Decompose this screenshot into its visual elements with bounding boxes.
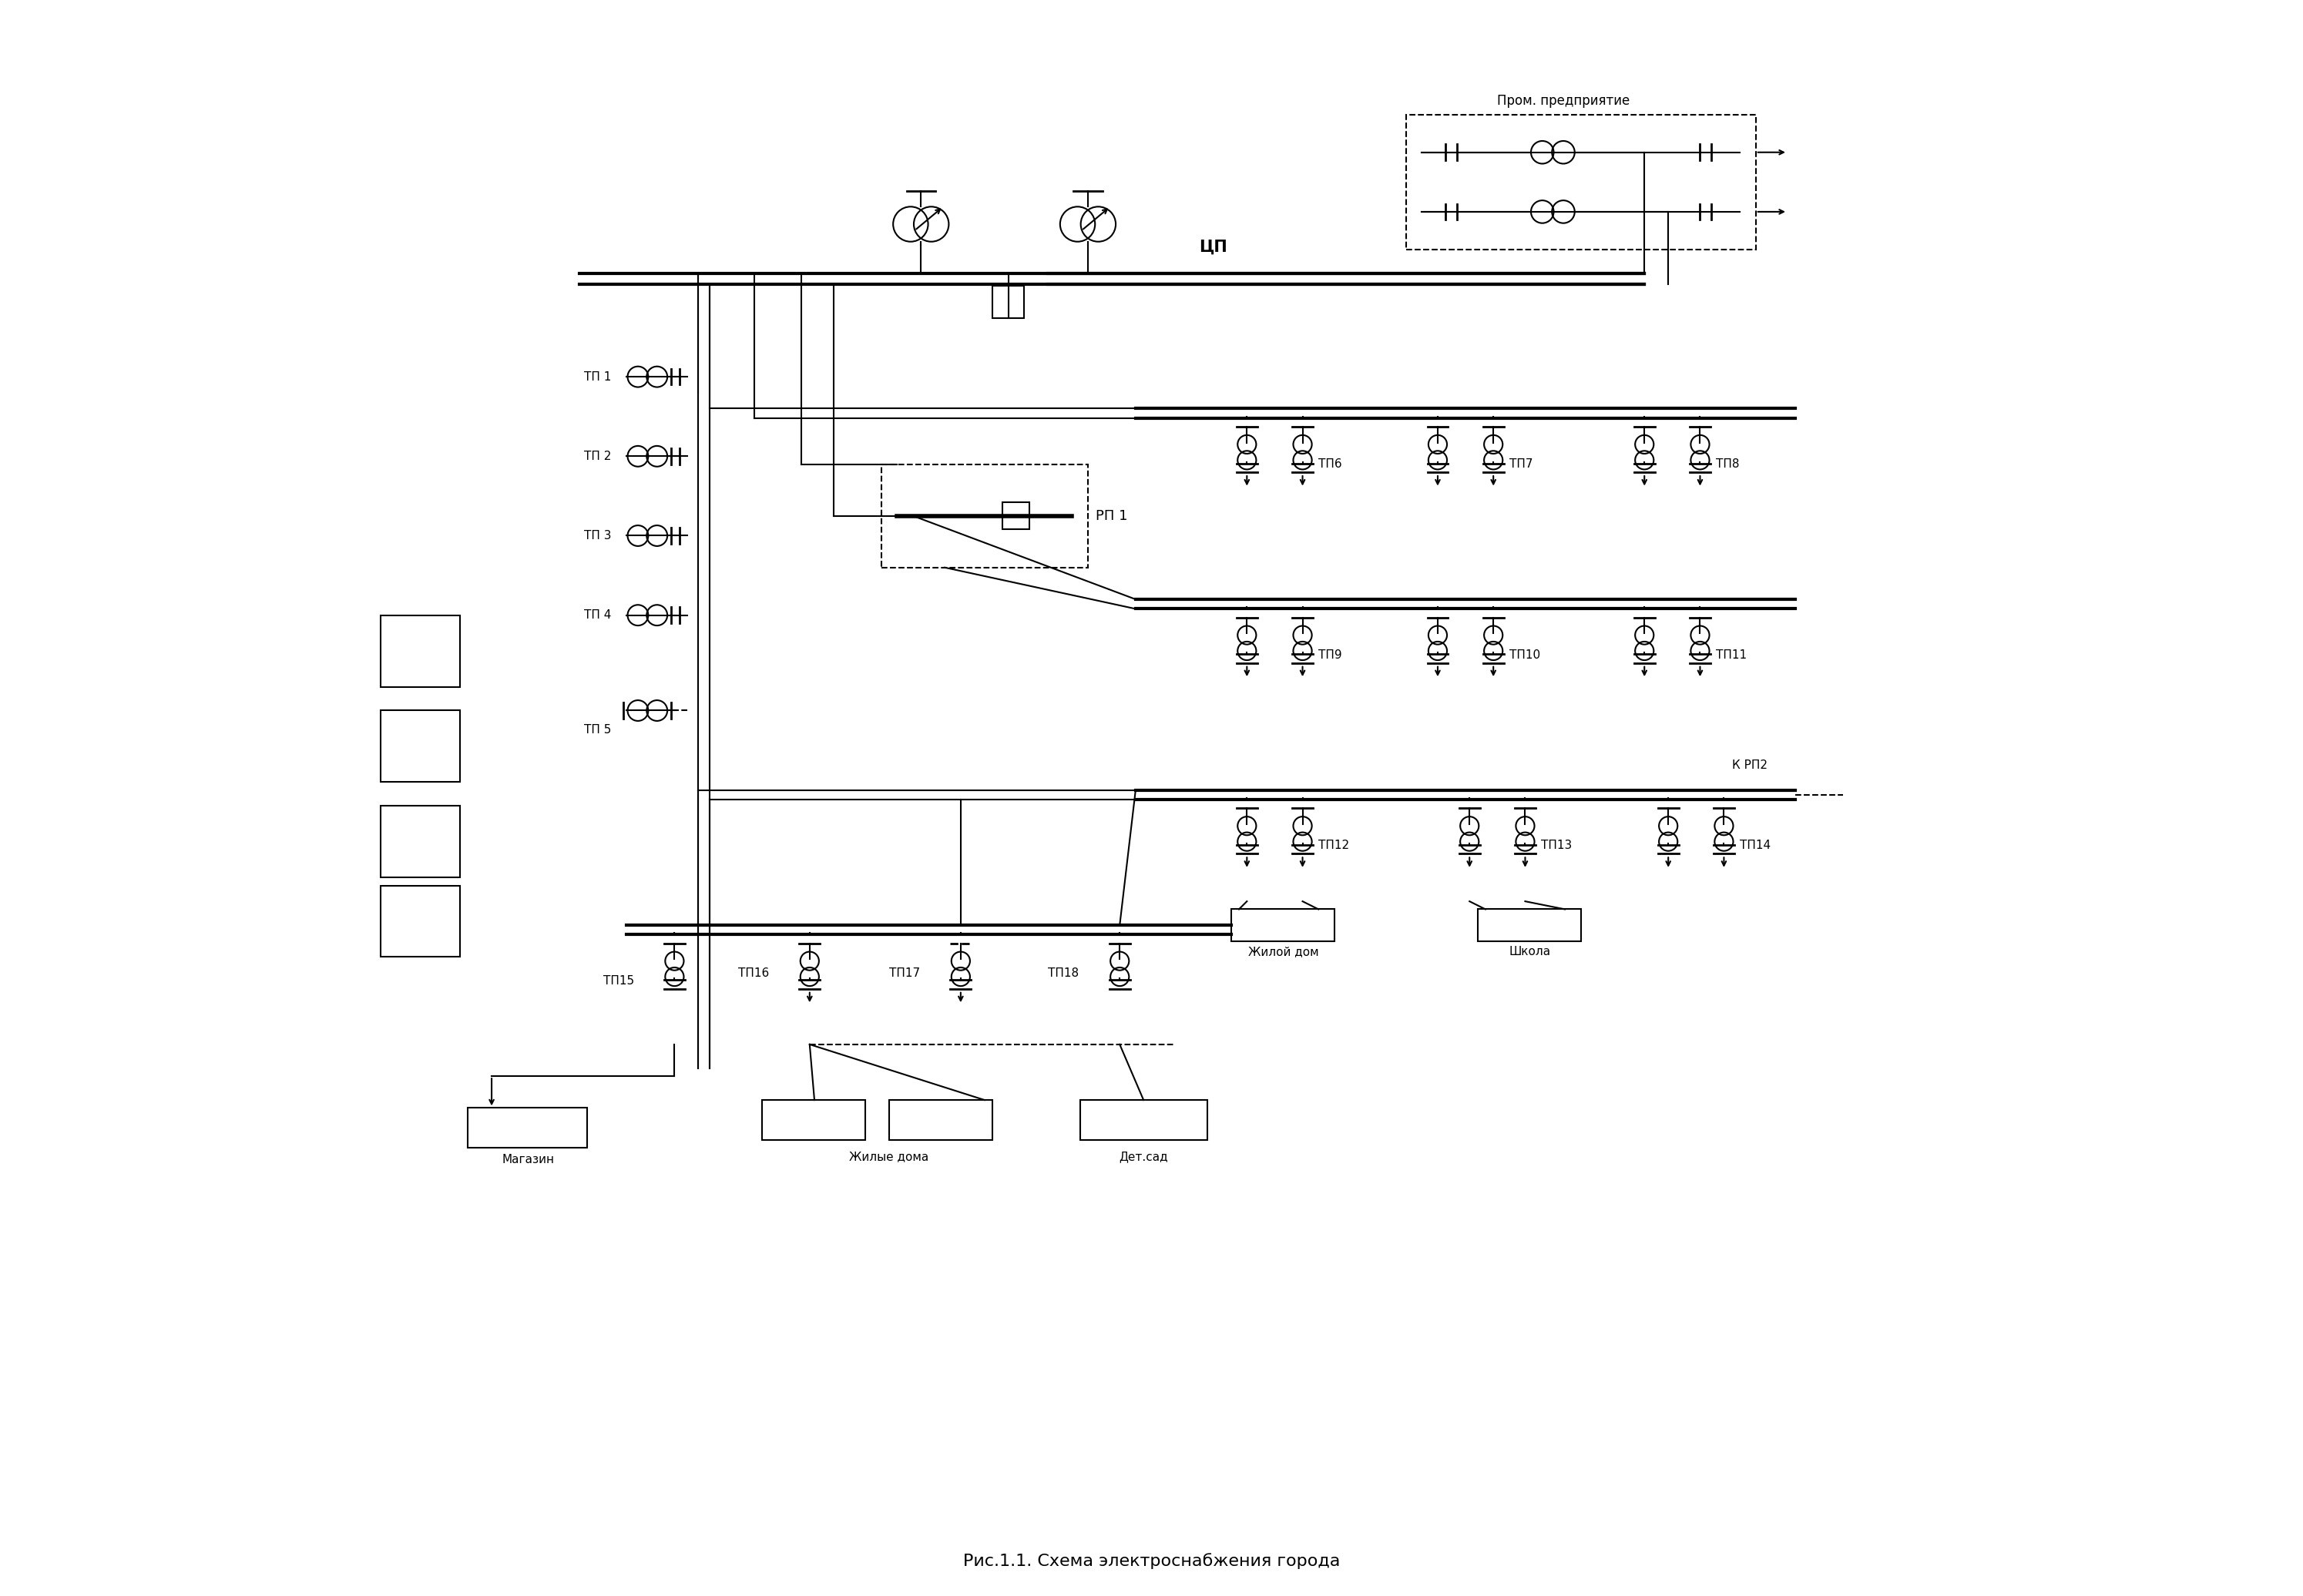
Text: РП 1: РП 1 xyxy=(1096,509,1128,523)
Bar xyxy=(468,1108,587,1148)
Bar xyxy=(762,1100,866,1140)
Bar xyxy=(380,710,461,782)
Text: ТП13: ТП13 xyxy=(1541,839,1573,851)
Bar xyxy=(889,1100,993,1140)
Text: ТП10: ТП10 xyxy=(1508,650,1541,661)
Bar xyxy=(1479,910,1580,942)
Text: ТП7: ТП7 xyxy=(1508,458,1534,469)
Text: ТП 3: ТП 3 xyxy=(585,530,610,541)
Text: Жилой дом: Жилой дом xyxy=(1248,946,1320,958)
Text: Магазин: Магазин xyxy=(502,1154,555,1165)
Text: ТП 4: ТП 4 xyxy=(585,610,610,621)
Text: ТП8: ТП8 xyxy=(1716,458,1739,469)
Bar xyxy=(380,614,461,686)
Text: Жилые дома: Жилые дома xyxy=(850,1151,928,1162)
Text: ТП18: ТП18 xyxy=(1048,967,1080,978)
Text: ТП12: ТП12 xyxy=(1317,839,1350,851)
Text: ТП11: ТП11 xyxy=(1716,650,1748,661)
Text: Рис.1.1. Схема электроснабжения города: Рис.1.1. Схема электроснабжения города xyxy=(963,1553,1340,1569)
Bar xyxy=(380,806,461,878)
Text: Пром. предприятие: Пром. предприятие xyxy=(1497,94,1631,109)
Text: Школа: Школа xyxy=(1508,946,1550,958)
Text: ЦП: ЦП xyxy=(1200,239,1227,254)
Text: ТП14: ТП14 xyxy=(1739,839,1771,851)
Text: ТП9: ТП9 xyxy=(1317,650,1343,661)
Text: ТП 5: ТП 5 xyxy=(585,725,610,736)
Bar xyxy=(1002,503,1029,530)
Text: Дет.сад: Дет.сад xyxy=(1119,1151,1168,1162)
Text: ТП16: ТП16 xyxy=(737,967,769,978)
Bar xyxy=(1080,1100,1207,1140)
Text: К РП2: К РП2 xyxy=(1732,760,1766,771)
Bar xyxy=(1232,910,1333,942)
Bar xyxy=(882,464,1087,568)
Text: ТП 2: ТП 2 xyxy=(585,450,610,461)
Bar xyxy=(993,286,1025,318)
Bar xyxy=(380,886,461,958)
Text: ТП15: ТП15 xyxy=(603,975,633,986)
Text: ТП 1: ТП 1 xyxy=(585,370,610,383)
Bar xyxy=(1405,115,1755,249)
Text: ТП17: ТП17 xyxy=(889,967,921,978)
Text: ТП6: ТП6 xyxy=(1317,458,1343,469)
